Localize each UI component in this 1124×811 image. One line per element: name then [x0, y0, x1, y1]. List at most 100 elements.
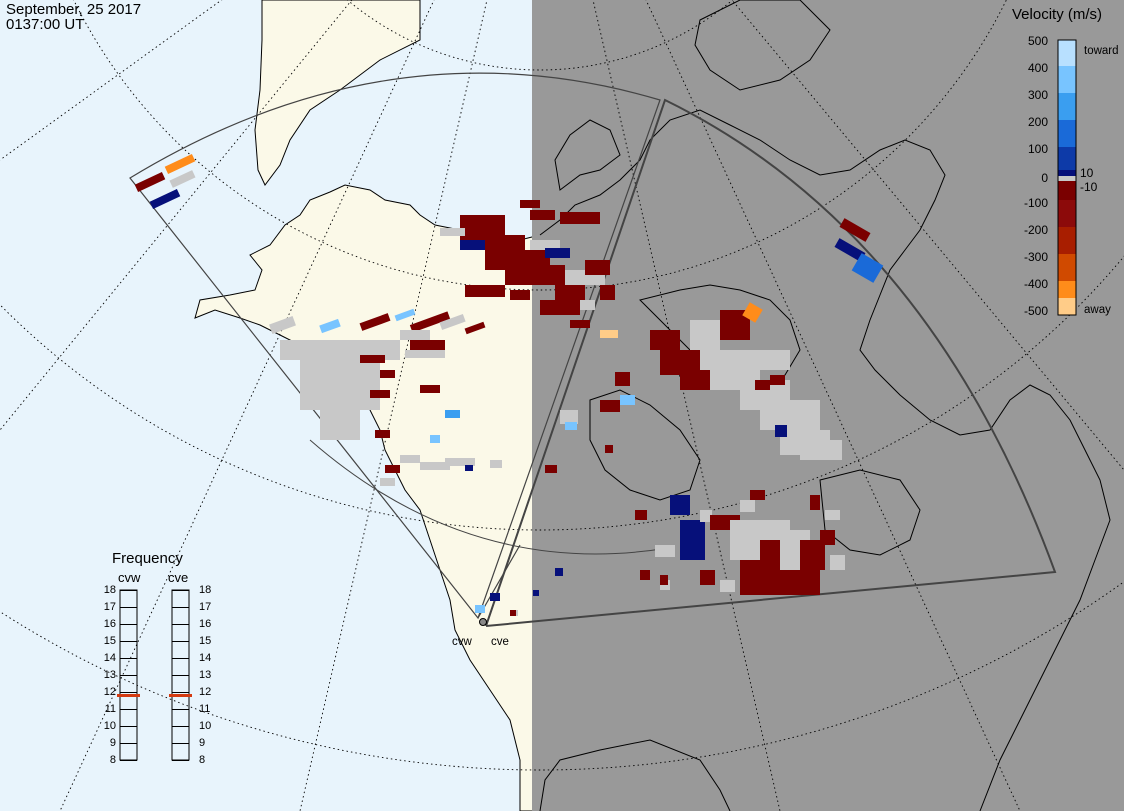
- colorbar-tick-label: -200: [1023, 223, 1048, 237]
- scatter-cell: [680, 370, 710, 390]
- scatter-cell: [440, 228, 465, 236]
- cve-frequency-number: 13: [199, 668, 212, 681]
- scatter-cell: [690, 320, 720, 350]
- scatter-cell: [830, 440, 842, 460]
- cve-frequency-number: 10: [199, 719, 212, 732]
- scatter-cell: [555, 285, 585, 300]
- scatter-cell: [530, 210, 555, 220]
- scatter-cell: [760, 540, 780, 560]
- colorbar-tick-label: -500: [1023, 304, 1048, 318]
- scatter-cell: [445, 458, 475, 466]
- scatter-cell: [533, 590, 539, 596]
- away-label: away: [1084, 304, 1111, 316]
- scatter-cell: [770, 375, 785, 385]
- colorbar-segment: [1058, 298, 1076, 315]
- scatter-cell: [409, 311, 451, 333]
- scatter-cell: [834, 238, 866, 262]
- scatter-cell: [319, 318, 341, 334]
- site-label-cvw: cvw: [452, 636, 472, 648]
- cvw-frequency-number: 10: [103, 719, 116, 732]
- cve-field-of-view: [485, 98, 1057, 627]
- scatter-cell: [520, 200, 540, 208]
- scatter-cell: [635, 510, 647, 520]
- scatter-cell: [439, 313, 466, 331]
- scatter-cell: [742, 302, 763, 323]
- cvw-frequency-number: 18: [103, 583, 116, 596]
- scatter-cell: [380, 370, 395, 378]
- scatter-cell: [851, 253, 884, 283]
- scatter-cell: [490, 593, 500, 601]
- cve-frequency-number: 8: [199, 753, 206, 766]
- colorbar-segment: [1058, 281, 1076, 298]
- scatter-cell: [420, 462, 450, 470]
- scatter-cell: [430, 435, 440, 443]
- colorbar-tick-label: -300: [1023, 250, 1048, 264]
- colorbar-tick-label: 0: [1041, 171, 1048, 185]
- scatter-cell: [445, 410, 460, 418]
- colorbar-tick-label: -400: [1023, 277, 1048, 291]
- range-arcs: [309, 439, 669, 555]
- scatter-cell: [570, 320, 590, 328]
- cvw-frequency-number: 12: [103, 685, 116, 698]
- colorbar-tick-label: 200: [1027, 115, 1048, 129]
- scatter-cell: [510, 610, 516, 616]
- cve-frequency-number: 11: [199, 702, 211, 715]
- scatter-cell: [269, 316, 296, 334]
- colorbar-segment: [1058, 170, 1076, 176]
- scatter-cell: [600, 330, 618, 338]
- colorbar-segment: [1058, 200, 1076, 227]
- radar-site-marker: [479, 618, 487, 626]
- scatter-cell: [385, 465, 400, 473]
- scatter-cell: [830, 555, 845, 570]
- scatter-cell: [380, 478, 395, 486]
- scatter-cell: [600, 400, 620, 412]
- cvw-radar-label: cvw: [118, 570, 141, 585]
- cvw-frequency-number: 9: [109, 736, 116, 749]
- scatter-cell: [605, 445, 613, 453]
- scatter-cell: [505, 265, 565, 285]
- cve-frequency-number: 16: [199, 617, 212, 630]
- scatter-cell: [394, 308, 416, 322]
- scatter-cell: [545, 248, 570, 258]
- scatter-cell: [740, 500, 755, 512]
- scatter-cell: [650, 330, 680, 350]
- scatter-cell: [475, 605, 485, 613]
- night-terminator: [532, 0, 1124, 811]
- scatter-cell: [465, 285, 505, 297]
- scatter-cell: [149, 189, 181, 209]
- scatter-cell: [800, 440, 830, 460]
- scatter-cell: [560, 212, 600, 224]
- colorbar-title: Velocity (m/s): [1012, 6, 1103, 23]
- scatter-cell: [820, 530, 835, 545]
- scatter-cell: [640, 570, 650, 580]
- scatter-cell: [775, 425, 787, 437]
- cve-frequency-number: 12: [199, 685, 212, 698]
- colorbar-tick-label: -10: [1080, 180, 1098, 194]
- scatter-cell: [580, 300, 595, 310]
- colorbar-tick-label: 300: [1027, 88, 1048, 102]
- scatter-cell: [134, 172, 166, 192]
- scatter-cell: [615, 372, 630, 386]
- scatter-cell: [585, 260, 610, 275]
- cve-frequency-marker: [169, 694, 192, 697]
- scatter-cell: [460, 240, 485, 250]
- cve-frequency-number: 14: [199, 651, 212, 664]
- scatter-cell: [320, 410, 360, 440]
- scatter-cell: [560, 410, 578, 424]
- colorbar-segment: [1058, 120, 1076, 147]
- time-label: 0137:00 UT: [6, 16, 85, 33]
- scatter-cell: [420, 385, 440, 393]
- colorbar-segment: [1058, 181, 1076, 200]
- colorbar-segment: [1058, 147, 1076, 170]
- scatter-cell: [169, 170, 196, 188]
- colorbar-segment: [1058, 93, 1076, 120]
- scatter-cell: [839, 218, 871, 242]
- colorbar-tick-label: 500: [1027, 34, 1048, 48]
- site-label-cve: cve: [491, 636, 509, 648]
- scatter-cell: [360, 355, 385, 363]
- cve-radar-label: cve: [168, 570, 189, 585]
- colorbar-segment: [1058, 254, 1076, 281]
- scatter-cell: [660, 575, 668, 585]
- scatter-cell: [600, 285, 615, 300]
